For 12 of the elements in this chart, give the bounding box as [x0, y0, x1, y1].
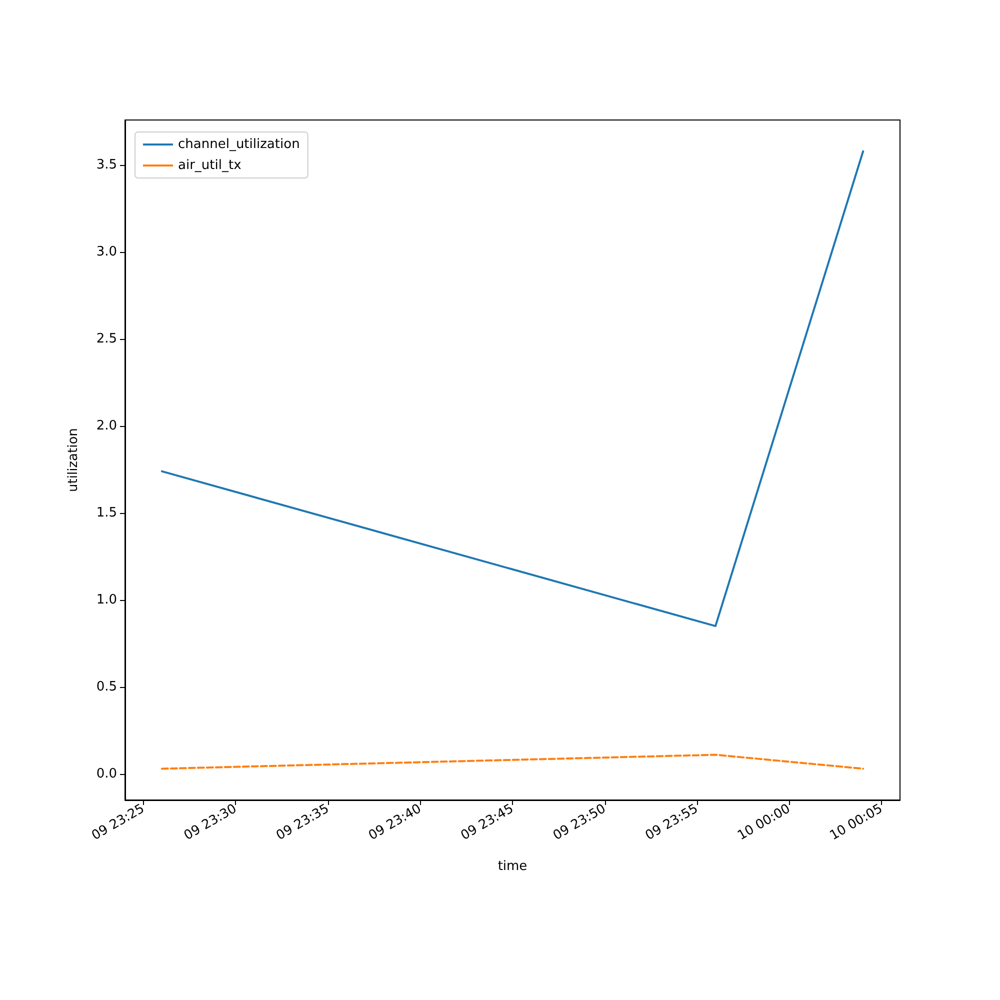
legend-label: channel_utilization — [178, 137, 300, 152]
y-tick-label: 2.0 — [96, 418, 117, 434]
y-tick-label: 0.0 — [96, 766, 117, 782]
y-axis-title: utilization — [66, 428, 81, 492]
y-tick-label: 2.5 — [96, 332, 117, 347]
legend-label: air_util_tx — [178, 158, 242, 173]
x-axis-title: time — [498, 859, 528, 874]
y-tick-label: 0.5 — [96, 679, 117, 694]
y-tick-label: 1.5 — [96, 506, 117, 521]
y-tick-label: 1.0 — [96, 592, 117, 608]
y-tick-label: 3.5 — [96, 158, 117, 173]
y-tick-label: 3.0 — [96, 244, 117, 260]
